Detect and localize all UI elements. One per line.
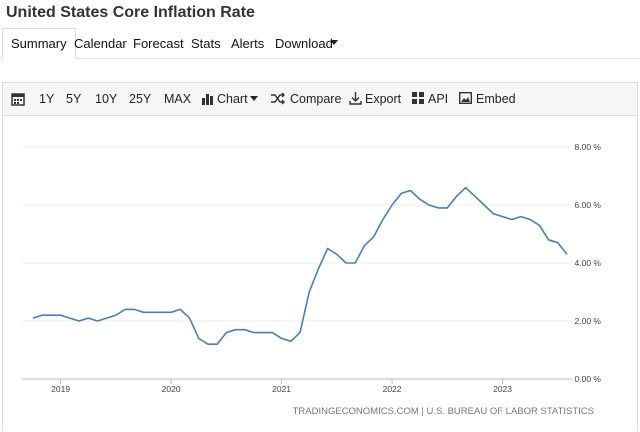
- compare-icon: [271, 92, 285, 105]
- source-note: TRADINGECONOMICS.COM | U.S. BUREAU OF LA…: [293, 406, 594, 417]
- export-icon: [349, 92, 362, 105]
- dropdown-arrow: [330, 40, 338, 45]
- range-button[interactable]: 10Y: [95, 92, 118, 106]
- y-tick-label: 2.00 %: [575, 316, 602, 326]
- y-tick-label: 6.00 %: [575, 200, 602, 210]
- x-tick-label: 2022: [383, 384, 402, 394]
- export-button[interactable]: Export: [365, 92, 402, 106]
- tab[interactable]: Download: [275, 36, 333, 51]
- x-tick-label: 2020: [162, 384, 181, 394]
- embed-button[interactable]: Embed: [476, 92, 516, 106]
- dropdown-arrow: [250, 96, 258, 101]
- chart-panel: [2, 115, 638, 431]
- embed-icon: [459, 92, 472, 104]
- tab[interactable]: Forecast: [133, 36, 184, 51]
- page-title: United States Core Inflation Rate: [6, 4, 255, 21]
- y-tick-label: 8.00 %: [575, 142, 602, 152]
- range-button[interactable]: 5Y: [66, 92, 82, 106]
- x-tick-label: 2021: [272, 384, 291, 394]
- range-button[interactable]: 25Y: [129, 92, 152, 106]
- tab[interactable]: Summary: [2, 28, 76, 59]
- api-button[interactable]: API: [428, 92, 449, 106]
- tab-bar: Summary Calendar Forecast Stats Alerts D…: [0, 28, 640, 59]
- y-tick-label: 0.00 %: [575, 374, 602, 384]
- chart-icon: [202, 94, 213, 105]
- tab[interactable]: Calendar: [74, 36, 127, 51]
- x-tick-label: 2019: [51, 384, 70, 394]
- range-button[interactable]: MAX: [164, 92, 192, 106]
- tab[interactable]: Stats: [191, 36, 221, 51]
- range-button[interactable]: 1Y: [39, 92, 55, 106]
- x-tick-label: 2023: [493, 384, 512, 394]
- y-tick-label: 4.00 %: [575, 258, 602, 268]
- compare-button[interactable]: Compare: [290, 92, 342, 106]
- calendar-icon[interactable]: [11, 92, 25, 106]
- chart-button[interactable]: Chart: [217, 92, 248, 106]
- api-icon: [412, 92, 424, 104]
- toolbar: 1Y 5Y 10Y 25Y MAX Chart Compare Export A…: [2, 82, 638, 116]
- data-line: [32, 186, 568, 345]
- tab[interactable]: Alerts: [231, 36, 265, 51]
